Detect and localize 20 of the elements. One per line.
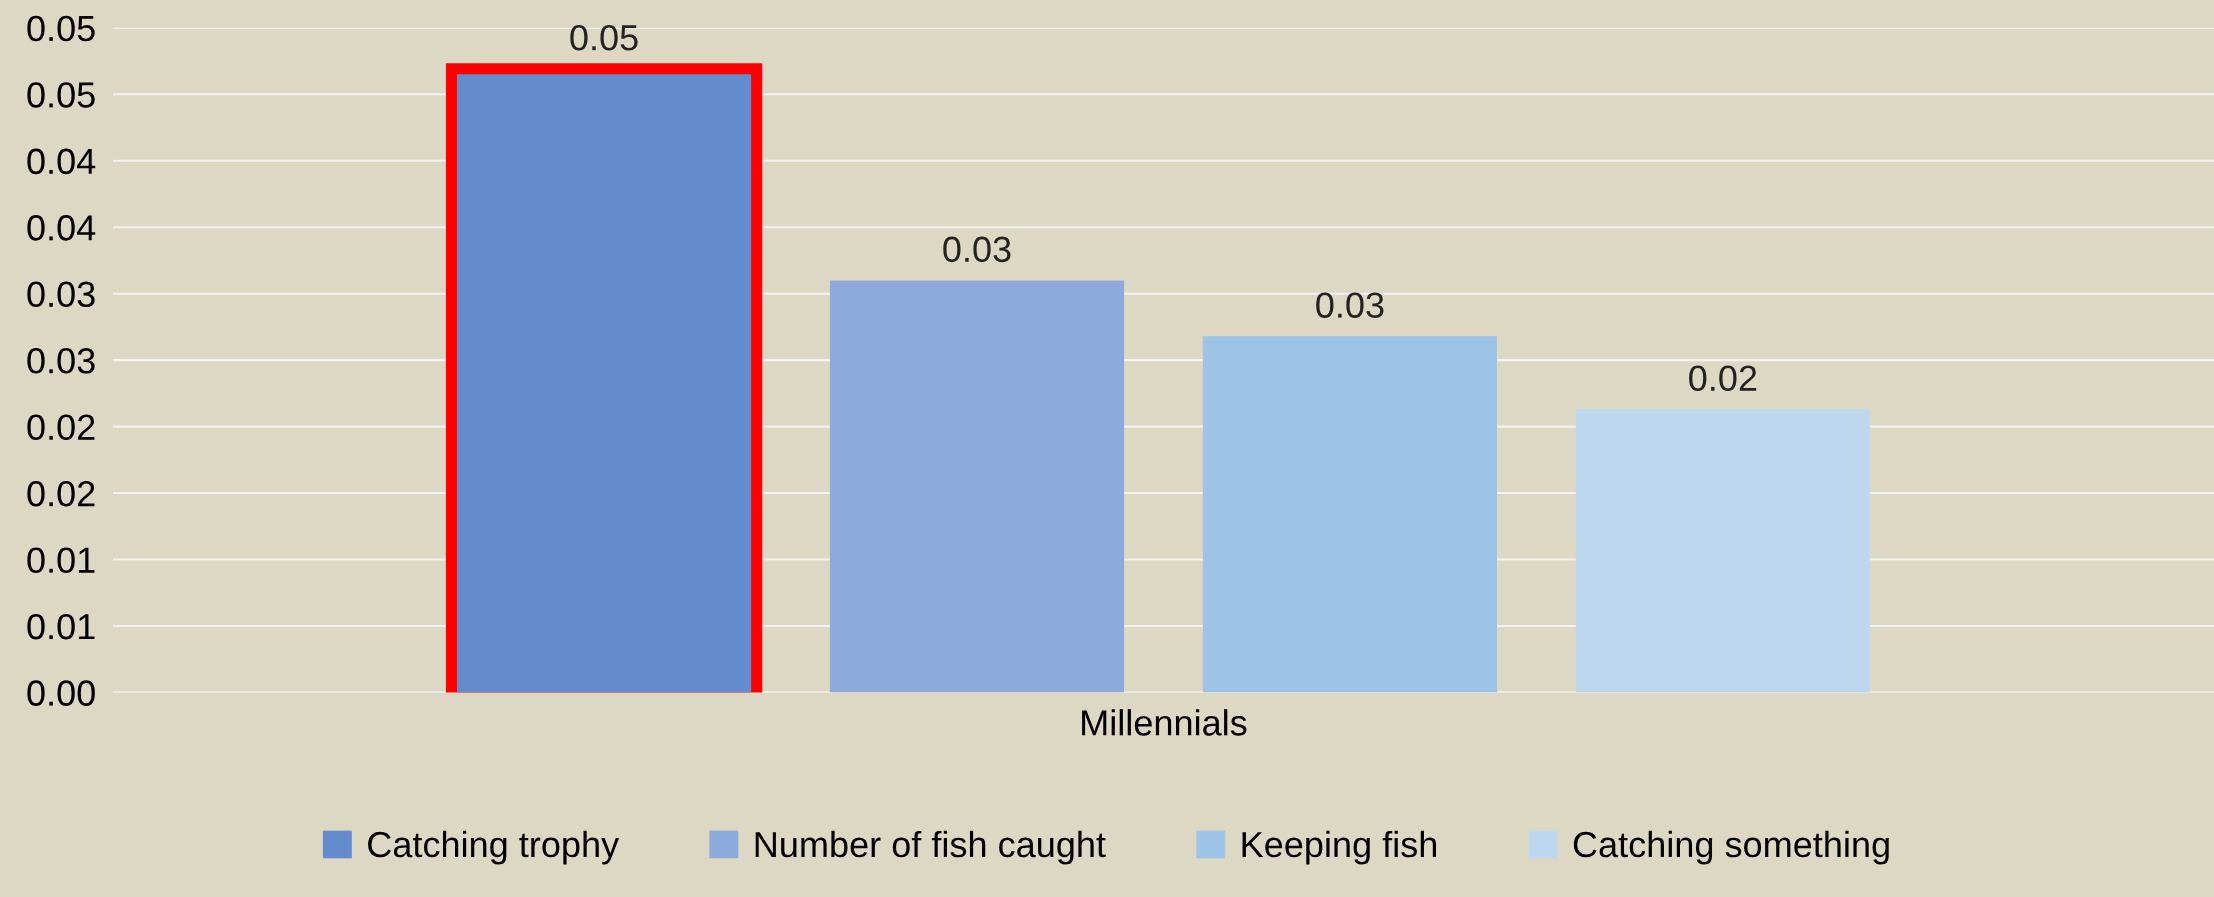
data-label: 0.02 <box>1689 365 1757 392</box>
y-tick-label: 0.03 <box>27 348 95 374</box>
x-tick-label: Millennials <box>1082 709 1247 736</box>
legend-label: Keeping fish <box>1242 830 1437 865</box>
data-label: 0.03 <box>943 236 1011 263</box>
y-tick-label: 0.04 <box>27 215 96 241</box>
y-tick-label: 0.04 <box>27 148 96 175</box>
legend-label: Number of fish caught <box>755 830 1106 865</box>
y-tick-label: 0.02 <box>27 414 95 441</box>
legend-label: Catching something <box>1573 830 1889 865</box>
legend-label: Catching trophy <box>368 830 620 865</box>
y-tick-label: 0.01 <box>27 613 95 640</box>
data-label: 0.05 <box>570 24 638 51</box>
data-label: 0.03 <box>1316 292 1384 318</box>
y-tick-label: 0.00 <box>27 680 95 706</box>
y-tick-label: 0.05 <box>27 15 95 42</box>
y-tick-label: 0.03 <box>27 281 95 308</box>
y-tick-label: 0.02 <box>27 480 95 507</box>
y-tick-label: 0.01 <box>27 547 95 573</box>
y-tick-label: 0.05 <box>27 82 95 108</box>
